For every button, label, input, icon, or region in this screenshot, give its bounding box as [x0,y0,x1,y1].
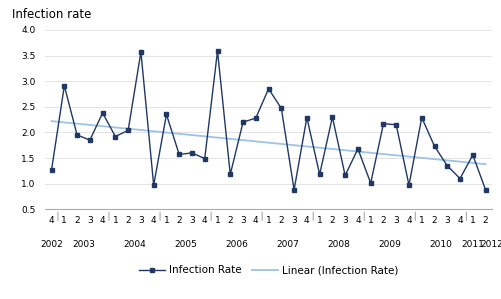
Text: 2005: 2005 [174,240,196,249]
Text: 2012: 2012 [479,240,501,249]
Text: 2009: 2009 [378,240,400,249]
Text: 2003: 2003 [72,240,95,249]
Text: 2004: 2004 [123,240,146,249]
Text: 2006: 2006 [225,240,247,249]
Text: Infection rate: Infection rate [12,8,91,21]
Text: 2010: 2010 [429,240,451,249]
Text: 2007: 2007 [276,240,299,249]
Text: 2002: 2002 [40,240,63,249]
Text: 2008: 2008 [327,240,350,249]
Legend: Infection Rate, Linear (Infection Rate): Infection Rate, Linear (Infection Rate) [134,261,402,280]
Text: 2011: 2011 [460,240,483,249]
